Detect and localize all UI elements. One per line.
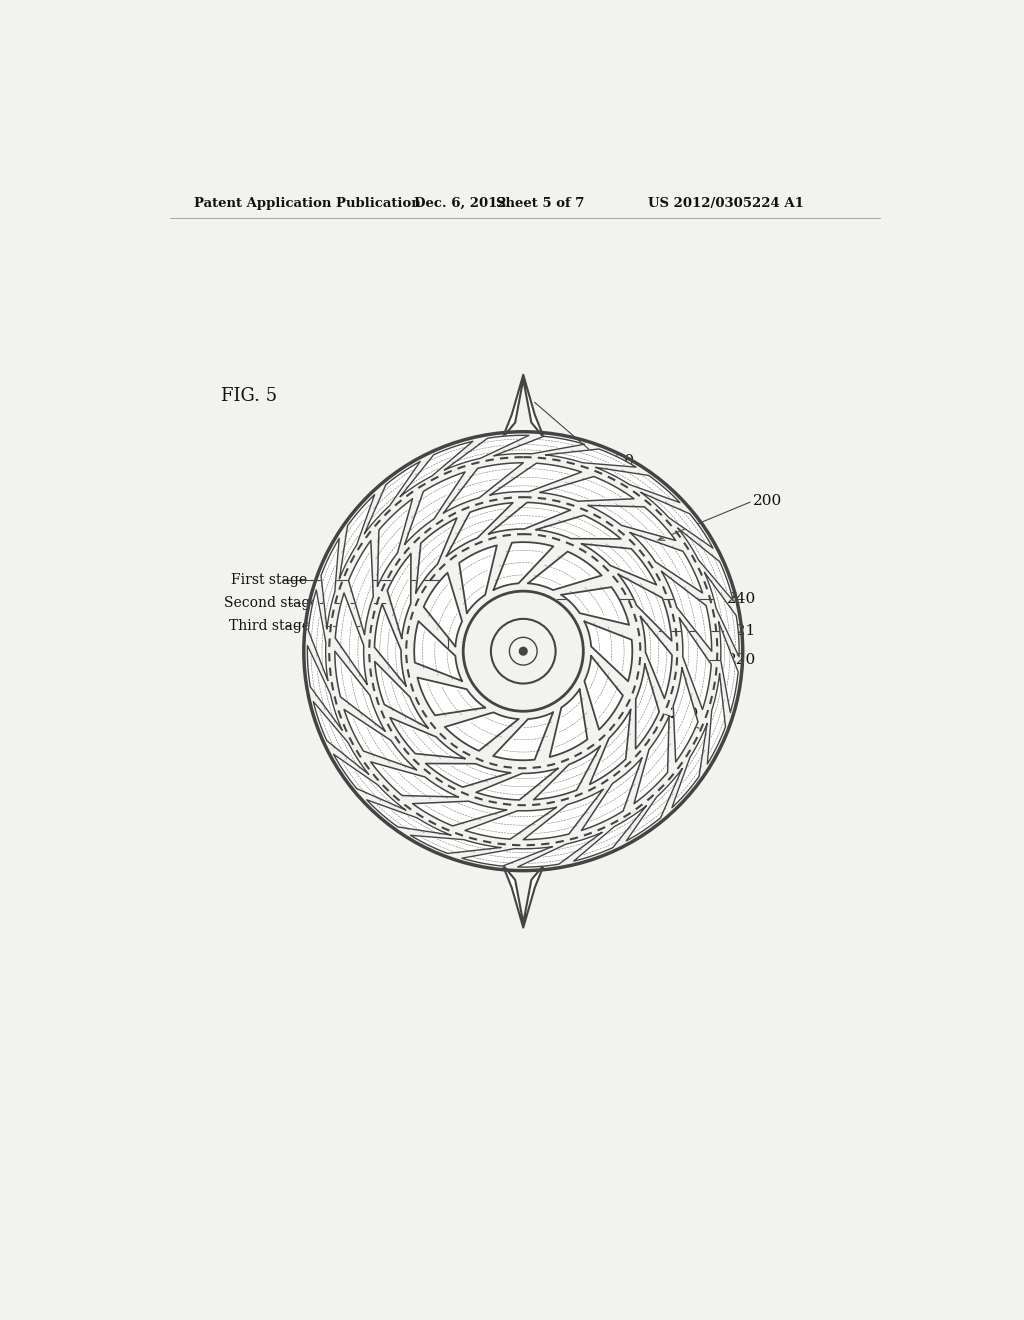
Polygon shape (503, 865, 544, 928)
Polygon shape (348, 540, 374, 635)
Polygon shape (375, 605, 407, 686)
Polygon shape (582, 544, 656, 585)
Polygon shape (719, 622, 738, 713)
Polygon shape (444, 713, 518, 751)
Polygon shape (446, 503, 513, 556)
Polygon shape (378, 499, 413, 586)
Polygon shape (672, 723, 708, 808)
Text: 200: 200 (753, 494, 782, 508)
Polygon shape (344, 709, 417, 770)
Text: US 2012/0305224 A1: US 2012/0305224 A1 (648, 197, 804, 210)
Polygon shape (459, 545, 497, 614)
Polygon shape (444, 436, 529, 470)
Polygon shape (705, 573, 739, 657)
Polygon shape (415, 622, 462, 681)
Text: 250: 250 (606, 454, 636, 469)
Polygon shape (536, 515, 621, 539)
Polygon shape (540, 477, 634, 502)
Text: 210: 210 (670, 708, 698, 721)
Text: 220: 220 (727, 653, 757, 668)
Polygon shape (503, 375, 544, 438)
Text: Patent Application Publication: Patent Application Publication (194, 197, 421, 210)
Polygon shape (596, 467, 680, 503)
Polygon shape (517, 833, 602, 867)
Polygon shape (534, 746, 600, 800)
Polygon shape (640, 616, 672, 698)
Polygon shape (476, 768, 558, 800)
Polygon shape (413, 801, 507, 826)
Polygon shape (390, 718, 465, 759)
Circle shape (519, 647, 527, 655)
Polygon shape (627, 768, 682, 841)
Polygon shape (679, 618, 712, 709)
Polygon shape (418, 677, 485, 715)
Polygon shape (335, 651, 385, 731)
Polygon shape (588, 506, 676, 540)
Polygon shape (585, 656, 623, 730)
Polygon shape (573, 805, 646, 861)
Polygon shape (582, 758, 642, 830)
Polygon shape (371, 762, 459, 797)
Text: 221: 221 (727, 624, 757, 638)
Text: 230: 230 (509, 812, 538, 826)
Polygon shape (630, 532, 702, 593)
Polygon shape (339, 495, 375, 578)
Text: 240: 240 (727, 591, 757, 606)
Polygon shape (416, 517, 457, 593)
Text: Sheet 5 of 7: Sheet 5 of 7 (497, 197, 585, 210)
Polygon shape (678, 528, 733, 601)
Text: Dec. 6, 2012: Dec. 6, 2012 (414, 197, 507, 210)
Polygon shape (400, 441, 473, 496)
Polygon shape (546, 449, 636, 467)
Polygon shape (334, 754, 406, 810)
Polygon shape (367, 800, 451, 836)
Polygon shape (634, 717, 669, 804)
Polygon shape (708, 673, 725, 764)
Polygon shape (590, 710, 631, 784)
Polygon shape (641, 492, 713, 548)
Polygon shape (387, 553, 411, 639)
Polygon shape (424, 573, 462, 647)
Polygon shape (636, 664, 659, 748)
Polygon shape (618, 574, 672, 640)
Polygon shape (426, 763, 511, 787)
Polygon shape (375, 661, 428, 729)
Text: FIG. 5: FIG. 5 (221, 387, 278, 404)
Polygon shape (494, 713, 553, 760)
Polygon shape (335, 593, 368, 684)
Polygon shape (494, 543, 553, 590)
Polygon shape (365, 462, 420, 533)
Polygon shape (307, 645, 342, 730)
Polygon shape (550, 689, 588, 758)
Polygon shape (585, 622, 632, 681)
Polygon shape (443, 463, 523, 513)
Polygon shape (561, 587, 629, 624)
Polygon shape (673, 668, 698, 762)
Polygon shape (488, 503, 570, 535)
Polygon shape (490, 463, 582, 495)
Polygon shape (494, 437, 585, 455)
Polygon shape (308, 590, 328, 680)
Text: Second stage: Second stage (224, 597, 319, 610)
Text: First stage: First stage (230, 573, 307, 587)
Polygon shape (404, 473, 465, 544)
Polygon shape (313, 702, 369, 775)
Polygon shape (462, 846, 553, 866)
Text: Third stage: Third stage (229, 619, 310, 632)
Polygon shape (528, 552, 602, 590)
Polygon shape (411, 836, 501, 854)
Polygon shape (322, 539, 339, 628)
Polygon shape (523, 789, 603, 840)
Polygon shape (662, 572, 712, 651)
Polygon shape (465, 808, 556, 840)
